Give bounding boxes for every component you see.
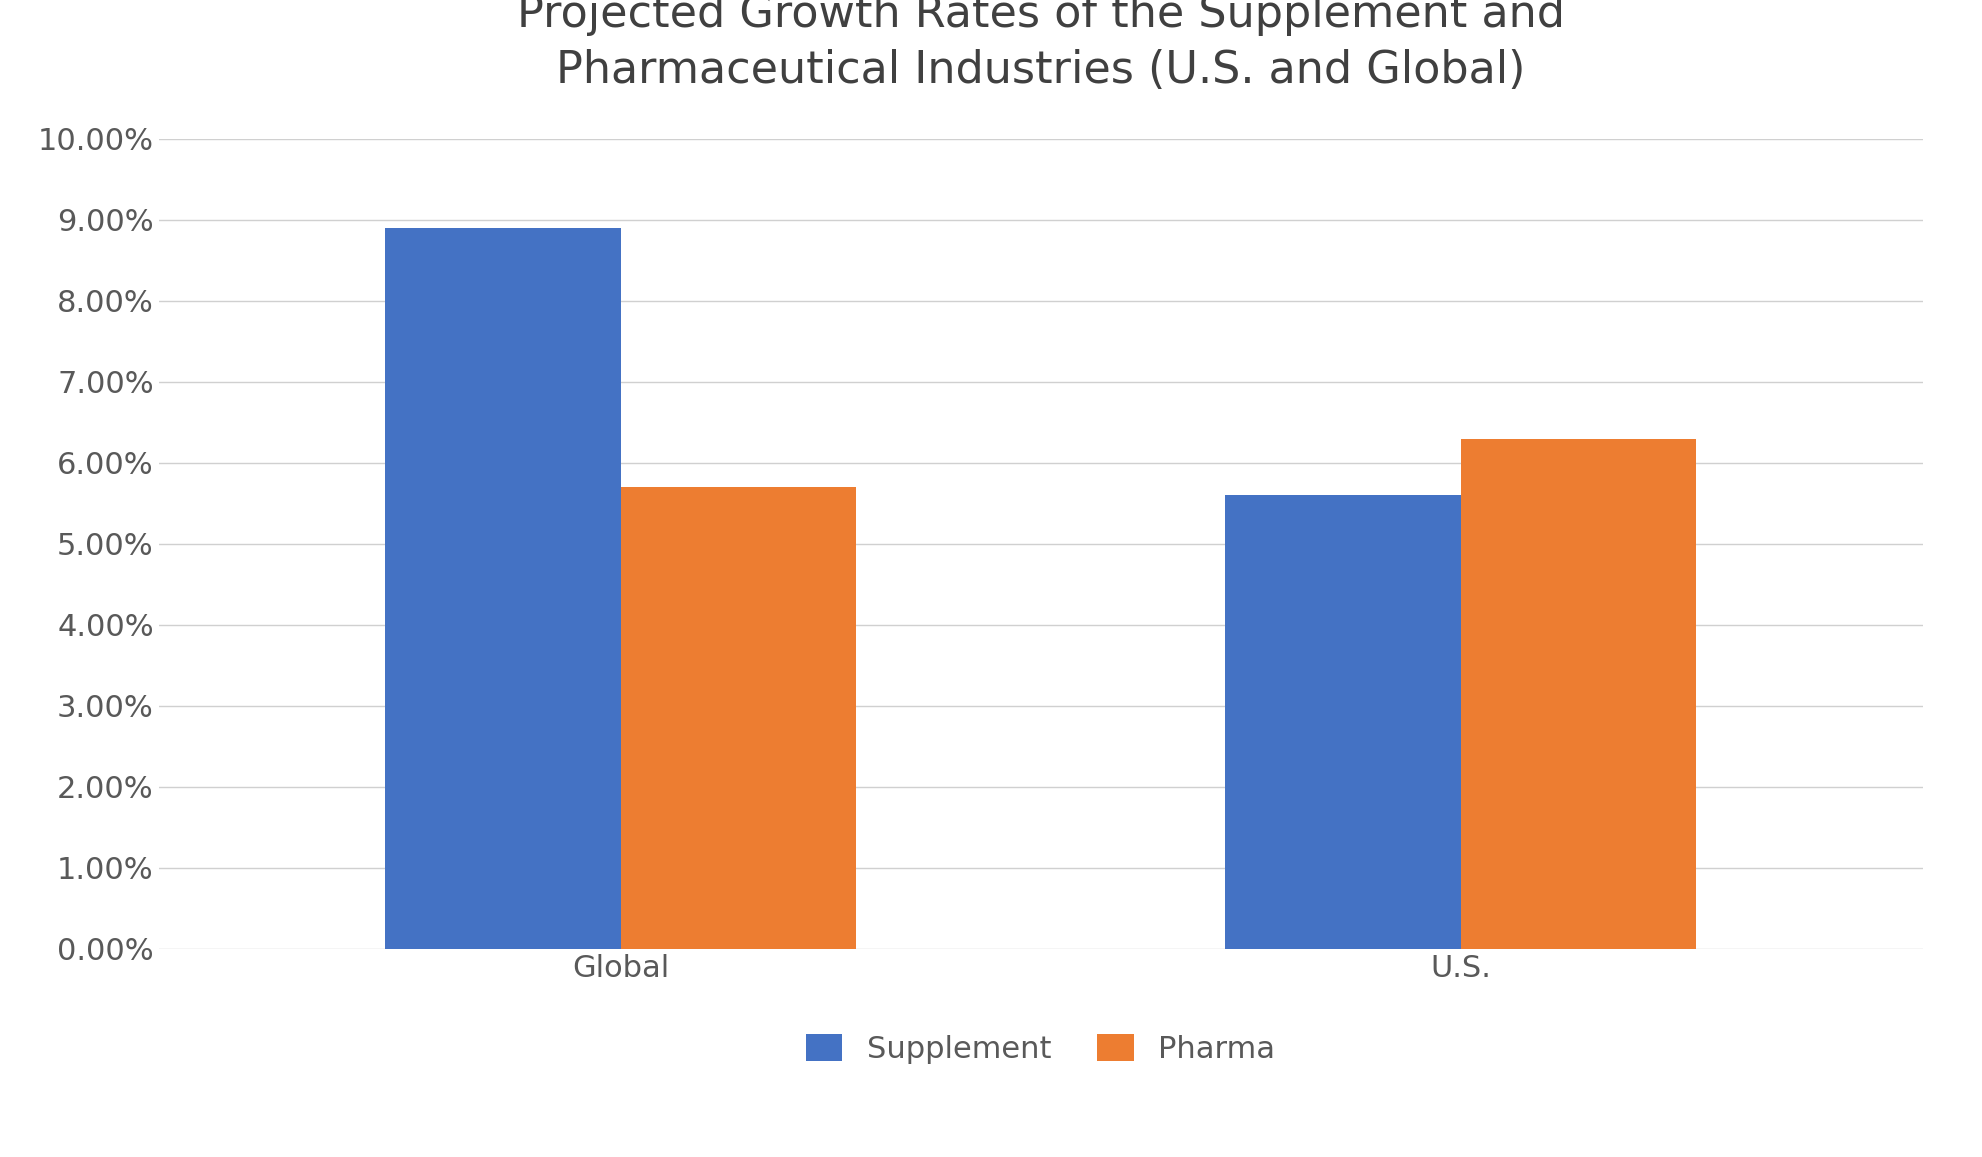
Bar <box>385 228 620 949</box>
Bar <box>1225 495 1461 949</box>
Bar <box>1461 439 1697 949</box>
Bar <box>620 487 856 949</box>
Legend: Supplement, Pharma: Supplement, Pharma <box>791 1018 1290 1079</box>
Title: Projected Growth Rates of the Supplement and
Pharmaceutical Industries (U.S. and: Projected Growth Rates of the Supplement… <box>517 0 1564 93</box>
